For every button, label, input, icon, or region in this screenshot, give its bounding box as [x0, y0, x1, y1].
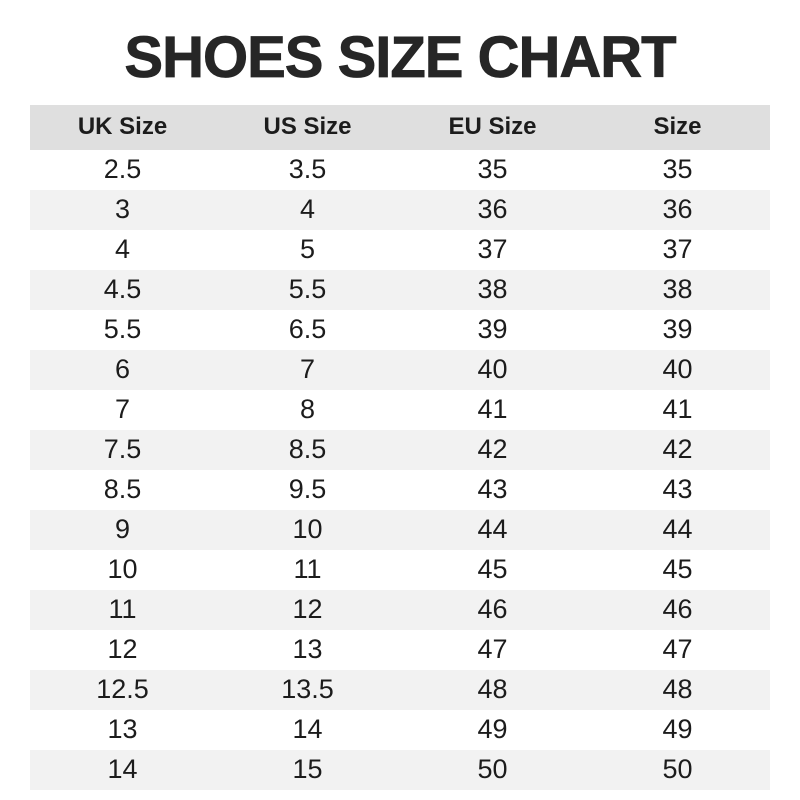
size-cell: 42 — [662, 434, 693, 465]
size-cell: 46 — [477, 594, 508, 625]
table-row: 13 14 49 49 — [30, 709, 770, 750]
size-cell: 10 — [107, 554, 138, 585]
header-us-size: US Size — [215, 104, 400, 150]
size-cell: 42 — [477, 434, 508, 465]
size-cell: 40 — [477, 354, 508, 385]
size-cell: 43 — [662, 474, 693, 505]
size-cell: 11 — [293, 554, 322, 585]
size-cell: 6.5 — [288, 314, 327, 345]
size-cell: 48 — [662, 674, 693, 705]
size-cell: 6 — [114, 354, 131, 385]
size-cell: 48 — [477, 674, 508, 705]
size-cell: 50 — [477, 754, 508, 785]
size-cell: 12 — [292, 594, 323, 625]
size-cell: 46 — [662, 594, 693, 625]
size-cell: 45 — [477, 554, 508, 585]
size-chart-table: UK Size US Size EU Size Size 2.5 3.5 35 35 3… — [30, 104, 770, 790]
table-row: 4.5 5.5 38 38 — [30, 269, 770, 310]
size-cell: 2.5 — [103, 154, 142, 185]
size-cell: 4 — [114, 234, 131, 265]
size-chart-page: SHOES SIZE CHART UK Size US Size EU Size… — [0, 25, 800, 800]
table-row: 12 13 47 47 — [30, 629, 770, 670]
size-cell: 47 — [477, 634, 508, 665]
size-cell: 5.5 — [288, 274, 327, 305]
size-cell: 41 — [477, 394, 508, 425]
table-header: UK Size US Size EU Size Size — [30, 104, 770, 150]
size-cell: 39 — [477, 314, 508, 345]
table-row: 7.5 8.5 42 42 — [30, 429, 770, 470]
page-title: SHOES SIZE CHART — [124, 25, 677, 90]
size-cell: 50 — [662, 754, 693, 785]
size-cell: 12 — [107, 634, 138, 665]
size-cell: 5.5 — [103, 314, 142, 345]
size-cell: 14 — [292, 714, 323, 745]
size-cell: 15 — [292, 754, 323, 785]
table-row: 11 12 46 46 — [30, 589, 770, 630]
table-row: 14 15 50 50 — [30, 749, 770, 790]
size-cell: 47 — [662, 634, 693, 665]
size-cell: 37 — [477, 234, 508, 265]
header-row: UK Size US Size EU Size Size — [30, 104, 770, 150]
table-row: 6 7 40 40 — [30, 349, 770, 390]
size-cell: 35 — [662, 154, 693, 185]
size-cell: 13.5 — [281, 674, 334, 705]
size-cell: 43 — [477, 474, 508, 505]
size-cell: 8.5 — [103, 474, 142, 505]
size-cell: 7 — [114, 394, 131, 425]
size-cell: 45 — [662, 554, 693, 585]
table-row: 5.5 6.5 39 39 — [30, 309, 770, 350]
size-cell: 5 — [299, 234, 316, 265]
size-cell: 14 — [107, 754, 138, 785]
size-cell: 13 — [107, 714, 138, 745]
size-cell: 8.5 — [288, 434, 327, 465]
table-row: 10 11 45 45 — [30, 549, 770, 590]
table-row: 3 4 36 36 — [30, 189, 770, 230]
size-cell: 36 — [477, 194, 508, 225]
size-cell: 4 — [299, 194, 316, 225]
size-cell: 36 — [662, 194, 693, 225]
header-uk-size: UK Size — [30, 104, 215, 150]
size-cell: 13 — [292, 634, 323, 665]
table-row: 4 5 37 37 — [30, 229, 770, 270]
table-row: 2.5 3.5 35 35 — [30, 149, 770, 190]
size-cell: 3.5 — [288, 154, 327, 185]
size-cell: 44 — [477, 514, 508, 545]
size-cell: 9 — [114, 514, 131, 545]
size-cell: 7 — [299, 354, 316, 385]
size-cell: 37 — [662, 234, 693, 265]
table-body: 2.5 3.5 35 35 3 4 36 36 4 5 37 37 4.5 5.5 38 38 5.5 6.5 39… — [30, 149, 770, 790]
table-row: 9 10 44 44 — [30, 509, 770, 550]
size-cell: 44 — [662, 514, 693, 545]
size-cell: 35 — [477, 154, 508, 185]
header-size: Size — [585, 104, 770, 150]
size-cell: 4.5 — [103, 274, 142, 305]
size-cell: 41 — [662, 394, 693, 425]
size-cell: 12.5 — [96, 674, 149, 705]
size-cell: 11 — [108, 594, 137, 625]
size-cell: 8 — [299, 394, 316, 425]
size-cell: 38 — [662, 274, 693, 305]
table-row: 8.5 9.5 43 43 — [30, 469, 770, 510]
header-eu-size: EU Size — [400, 104, 585, 150]
size-cell: 39 — [662, 314, 693, 345]
size-cell: 49 — [662, 714, 693, 745]
size-cell: 10 — [292, 514, 323, 545]
size-cell: 38 — [477, 274, 508, 305]
size-cell: 49 — [477, 714, 508, 745]
table-row: 7 8 41 41 — [30, 389, 770, 430]
size-cell: 3 — [114, 194, 131, 225]
table-row: 12.5 13.5 48 48 — [30, 669, 770, 710]
size-cell: 40 — [662, 354, 693, 385]
size-cell: 7.5 — [103, 434, 142, 465]
size-cell: 9.5 — [288, 474, 327, 505]
